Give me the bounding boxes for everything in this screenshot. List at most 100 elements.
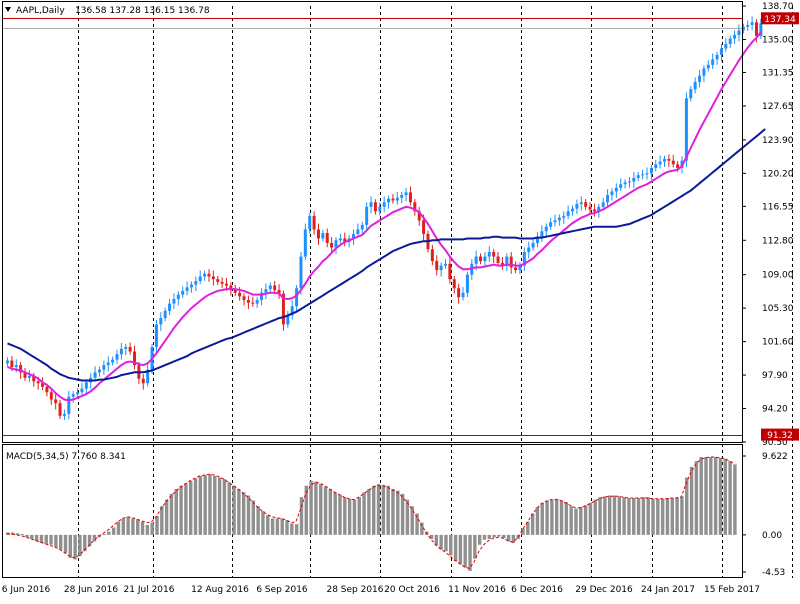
candle-body [378,206,382,212]
macd-bar [434,534,439,546]
macd-bar [280,518,284,535]
candle-body [316,229,320,239]
candle-body [518,265,522,271]
macd-bar [150,522,154,535]
macd-bar [208,474,212,535]
macd-bar [246,495,251,535]
candle-body [553,220,557,223]
candle-body [579,202,583,205]
macd-bar [184,483,188,535]
y-tick-label: 112.80 [762,236,794,246]
candle-body [154,324,158,348]
candle-body [194,280,198,285]
candle-body [649,167,653,174]
candle-body [159,318,163,325]
macd-bar [704,457,708,535]
candle-body [698,75,702,82]
candle-body [391,198,395,201]
candle-body [286,315,290,325]
candle-body [496,256,500,263]
candle-body [260,292,264,300]
macd-bar [275,518,280,535]
candle-body [321,233,325,239]
y-tick-label: 94.20 [762,405,788,415]
macd-bar [641,497,646,535]
macd-bar [593,499,597,535]
y-tick-label: 105.30 [762,304,794,314]
candle-body [303,229,307,257]
macd-bar [526,521,530,535]
candle-body [229,285,233,290]
macd-bar [583,505,588,535]
macd-bar [54,534,58,548]
candle-body [238,292,242,297]
macd-bar [391,488,395,535]
y-tick-label: 116.55 [762,202,794,212]
candle-body [500,262,504,266]
candle-body [141,378,145,384]
macd-bar [564,502,569,535]
macd-bar [473,534,477,559]
macd-bar [189,480,193,535]
candle-body [133,351,137,366]
candle-body [163,310,167,319]
candle-body [246,299,250,303]
candle-body [325,233,329,243]
candle-body [706,64,710,69]
macd-bar [579,507,583,535]
macd-label: MACD(5,34,5) 7.760 8.341 [6,452,126,462]
price-level-label: 137.34 [764,15,796,25]
macd-bar [145,525,150,535]
candle-body [168,303,172,311]
candle-body [606,195,610,203]
candle-body [702,68,706,76]
macd-bar [338,494,342,535]
frames-layer [2,1,743,578]
macd-bar [492,534,496,538]
candle-body [557,217,561,221]
x-tick-label: 12 Aug 2016 [191,585,249,595]
candle-body [715,54,719,60]
macd-bar [622,497,626,535]
candle-body [492,252,496,257]
candle-body [636,175,640,178]
dropdown-arrow-icon[interactable] [5,7,11,12]
candle-body [733,34,737,39]
macd-bar [58,534,63,550]
macd-bar [164,499,169,535]
candle-body [505,256,509,266]
candle-body [299,256,303,289]
candle-body [268,285,272,290]
macd-bar [266,515,270,535]
candle-body [216,279,220,282]
macd-bar [198,475,203,535]
candle-body [80,388,84,393]
candle-body [592,209,596,212]
ma-slow-line [7,128,766,382]
price-level-tag [761,12,799,25]
macd-bar [550,499,554,535]
candle-body [338,238,342,241]
candle-body [49,392,53,400]
candle-body [67,396,71,414]
candle-body [719,48,723,55]
macd-bar [646,497,650,535]
candle-body [575,204,579,209]
candle-body [474,256,478,264]
candle-body [417,211,421,221]
x-tick-label: 24 Jan 2017 [641,585,695,595]
macd-bar [694,461,699,535]
price-level-label: 91.32 [767,431,793,441]
candle-body [457,288,461,298]
macd-bar [131,518,135,535]
macd-bar [222,479,227,535]
macd-bar [87,534,92,547]
candle-body [483,256,487,262]
macd-bar [497,534,501,537]
candle-body [689,89,693,99]
macd-bar [193,478,198,535]
macd-bar [111,527,116,535]
candle-body [566,211,570,216]
candle-body [663,158,666,162]
candle-body [588,206,592,210]
